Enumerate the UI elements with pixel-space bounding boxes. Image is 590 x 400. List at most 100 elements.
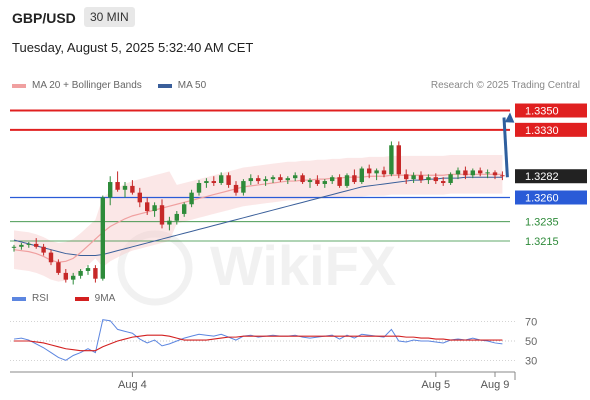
- candle-body: [337, 177, 342, 186]
- legend-ma50: MA 50: [157, 80, 207, 91]
- candle-body: [19, 244, 24, 247]
- legend-rsi-swatch: [12, 296, 26, 301]
- candle-body: [300, 175, 305, 183]
- candle-body: [78, 270, 83, 276]
- candle-body: [71, 275, 76, 280]
- bollinger-band: [14, 154, 503, 282]
- level-label: 1.3282: [525, 171, 559, 183]
- candle-body: [478, 170, 483, 174]
- legend-rsi-label: RSI: [32, 293, 49, 304]
- candle-body: [374, 170, 379, 174]
- legend-ma50-swatch: [157, 83, 172, 88]
- level-label: 1.3235: [525, 217, 559, 229]
- candle-body: [145, 202, 150, 212]
- candle-body: [492, 172, 498, 176]
- legend-rsi: RSI: [12, 293, 49, 304]
- candle-body: [11, 246, 17, 248]
- candle-body: [85, 268, 91, 271]
- legend-ma20-swatch: [12, 83, 26, 88]
- candle-body: [115, 182, 120, 190]
- watermark: WikiFX: [117, 230, 396, 306]
- candle-body: [448, 174, 453, 183]
- candle-body: [433, 177, 438, 182]
- candle-body: [396, 145, 401, 175]
- candle-body: [330, 177, 335, 182]
- legend-ma20: MA 20 + Bollinger Bands: [12, 80, 142, 91]
- candle-body: [196, 183, 202, 193]
- candle-body: [322, 181, 327, 184]
- candle-body: [307, 180, 313, 183]
- candle-body: [189, 192, 194, 205]
- candle-body: [48, 252, 54, 263]
- candle-body: [108, 182, 113, 198]
- level-label-box: [515, 103, 587, 118]
- x-tick-label: Aug 9: [481, 379, 510, 391]
- level-label: 1.3260: [525, 193, 559, 205]
- candle-body: [100, 197, 105, 279]
- candle-body: [34, 243, 39, 247]
- candle-body: [26, 243, 31, 245]
- x-tick-label: Aug 4: [118, 379, 147, 391]
- candle-body: [226, 175, 231, 185]
- candle-body: [441, 181, 446, 183]
- candle-body: [352, 175, 357, 183]
- legend-ma50-label: MA 50: [177, 80, 207, 91]
- legend-ma9: 9MA: [74, 293, 116, 304]
- candle-body: [470, 170, 475, 176]
- candle-body: [293, 175, 298, 179]
- candle-body: [411, 175, 416, 180]
- candle-body: [256, 178, 261, 182]
- candle-body: [463, 170, 468, 176]
- legend-ma9-swatch: [74, 296, 89, 301]
- candle-body: [367, 168, 372, 174]
- legend-ma9-label: 9MA: [94, 293, 116, 304]
- candle-body: [63, 272, 68, 280]
- candle-body: [122, 185, 128, 190]
- candle-body: [285, 178, 290, 181]
- candle-body: [241, 181, 246, 193]
- candle-body: [211, 181, 216, 183]
- watermark-text: WikiFX: [210, 234, 396, 297]
- pair-title: GBP/USD: [12, 10, 76, 26]
- candle-body: [381, 170, 387, 175]
- projection-arrowhead: [504, 112, 515, 123]
- projection-arrow: [502, 117, 509, 178]
- level-label: 1.3215: [525, 236, 559, 248]
- watermark-logo: [117, 230, 193, 306]
- candle-body: [344, 175, 350, 186]
- candle-body: [426, 177, 431, 181]
- candle-body: [263, 179, 268, 182]
- header-bar: GBP/USD 30 MIN: [0, 0, 590, 36]
- rsi-tick-label: 50: [525, 336, 537, 348]
- level-label-box: [515, 169, 587, 184]
- rsi-tick-label: 30: [525, 355, 537, 367]
- x-tick-label: Aug 5: [421, 379, 450, 391]
- candle-body: [233, 184, 239, 193]
- candle-body: [248, 178, 253, 182]
- rsi-tick-label: 70: [525, 317, 537, 329]
- candle-body: [359, 168, 364, 183]
- candle-body: [174, 213, 179, 221]
- level-label: 1.3330: [525, 125, 559, 137]
- candle-body: [270, 177, 276, 180]
- candle-body: [455, 170, 461, 175]
- timeframe-button[interactable]: 30 MIN: [84, 7, 135, 27]
- candle-body: [315, 180, 320, 184]
- level-label-box: [515, 122, 587, 137]
- rsi-ma9-line: [14, 334, 503, 352]
- candle-body: [130, 185, 135, 193]
- copyright-text: Research © 2025 Trading Central: [430, 80, 580, 91]
- candle-body: [404, 174, 409, 180]
- legend-ma20-label: MA 20 + Bollinger Bands: [32, 80, 142, 91]
- candle-body: [56, 262, 61, 273]
- candle-body: [159, 205, 165, 225]
- rsi-line: [13, 319, 503, 361]
- level-label-box: [515, 190, 587, 205]
- candle-body: [167, 220, 172, 225]
- candle-body: [204, 181, 209, 183]
- timestamp: Tuesday, August 5, 2025 5:32:40 AM CET: [12, 40, 254, 55]
- candle-body: [418, 175, 424, 181]
- candle-body: [93, 268, 98, 279]
- candle-body: [219, 175, 224, 183]
